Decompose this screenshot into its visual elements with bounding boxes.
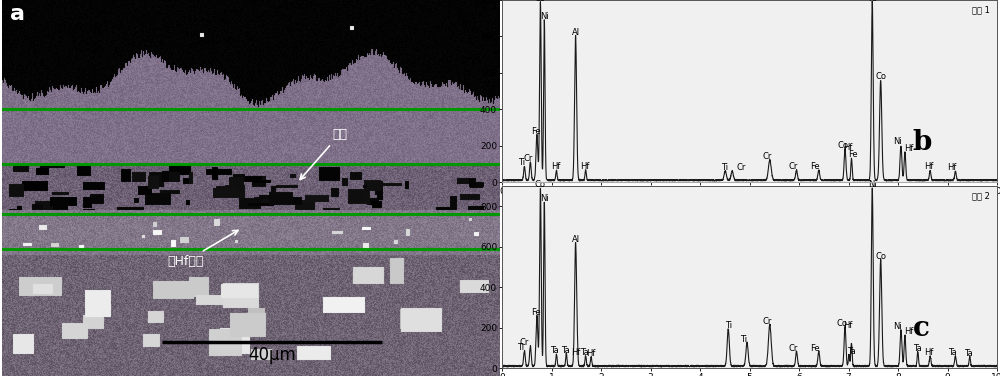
Text: Ti: Ti [517, 343, 524, 352]
Text: Ni: Ni [894, 137, 902, 146]
Text: Ta: Ta [550, 346, 559, 355]
Text: Ni: Ni [540, 12, 549, 21]
Text: Hf: Hf [904, 327, 914, 337]
Text: Co: Co [535, 180, 546, 189]
Text: c: c [913, 315, 930, 342]
Text: Co: Co [837, 141, 848, 150]
Text: Cr: Cr [788, 162, 798, 171]
Text: Fe: Fe [531, 127, 540, 136]
Text: Hf: Hf [586, 349, 596, 358]
Text: Cr: Cr [788, 344, 798, 353]
Text: Cr: Cr [520, 338, 529, 347]
Text: Hf: Hf [843, 143, 852, 152]
Text: Hf: Hf [580, 162, 589, 171]
Text: 富Hf颜粒: 富Hf颜粒 [167, 230, 238, 268]
Text: Co: Co [535, 0, 546, 3]
Text: Fe: Fe [811, 162, 820, 171]
Text: 40μm: 40μm [248, 346, 296, 364]
Text: Ta: Ta [913, 344, 922, 353]
Text: Ta: Ta [561, 346, 570, 355]
Text: Fe: Fe [531, 308, 540, 317]
Text: Ti: Ti [740, 335, 747, 344]
Text: Hf: Hf [551, 162, 560, 171]
Text: Ta: Ta [580, 348, 589, 357]
Text: Hf: Hf [843, 321, 852, 331]
Text: b: b [913, 129, 932, 156]
Text: Cr: Cr [736, 163, 746, 172]
Text: Fe: Fe [848, 150, 857, 159]
Text: 孔洞: 孔洞 [300, 128, 347, 179]
Text: Al: Al [572, 28, 580, 37]
Text: Ni: Ni [868, 180, 877, 189]
Text: Ti: Ti [725, 321, 732, 330]
Text: Ni: Ni [868, 0, 877, 3]
Text: Cr: Cr [762, 152, 772, 161]
Text: Ti: Ti [518, 158, 525, 167]
Text: Hf: Hf [904, 144, 914, 153]
Text: 谱图 2: 谱图 2 [972, 192, 990, 200]
Text: Co: Co [875, 71, 886, 80]
Text: Fe: Fe [811, 344, 820, 353]
Text: Ti: Ti [721, 163, 728, 172]
Text: Ta: Ta [847, 347, 855, 356]
X-axis label: keV: keV [741, 198, 758, 208]
Text: Ni: Ni [893, 322, 902, 331]
Text: Co: Co [875, 252, 886, 261]
Text: Al: Al [572, 235, 580, 244]
Text: a: a [10, 4, 25, 24]
Text: Ni: Ni [540, 194, 549, 203]
Text: 谱图 1: 谱图 1 [972, 6, 990, 14]
Text: Co: Co [837, 318, 848, 327]
Text: Ta: Ta [948, 348, 957, 357]
Text: Cr: Cr [523, 154, 532, 163]
Text: Hf: Hf [924, 348, 933, 357]
Text: Cr: Cr [762, 317, 772, 326]
Text: Ta: Ta [964, 349, 973, 358]
Text: Hf: Hf [947, 163, 956, 172]
Text: Hf: Hf [572, 348, 581, 357]
Text: Hf: Hf [924, 162, 933, 171]
